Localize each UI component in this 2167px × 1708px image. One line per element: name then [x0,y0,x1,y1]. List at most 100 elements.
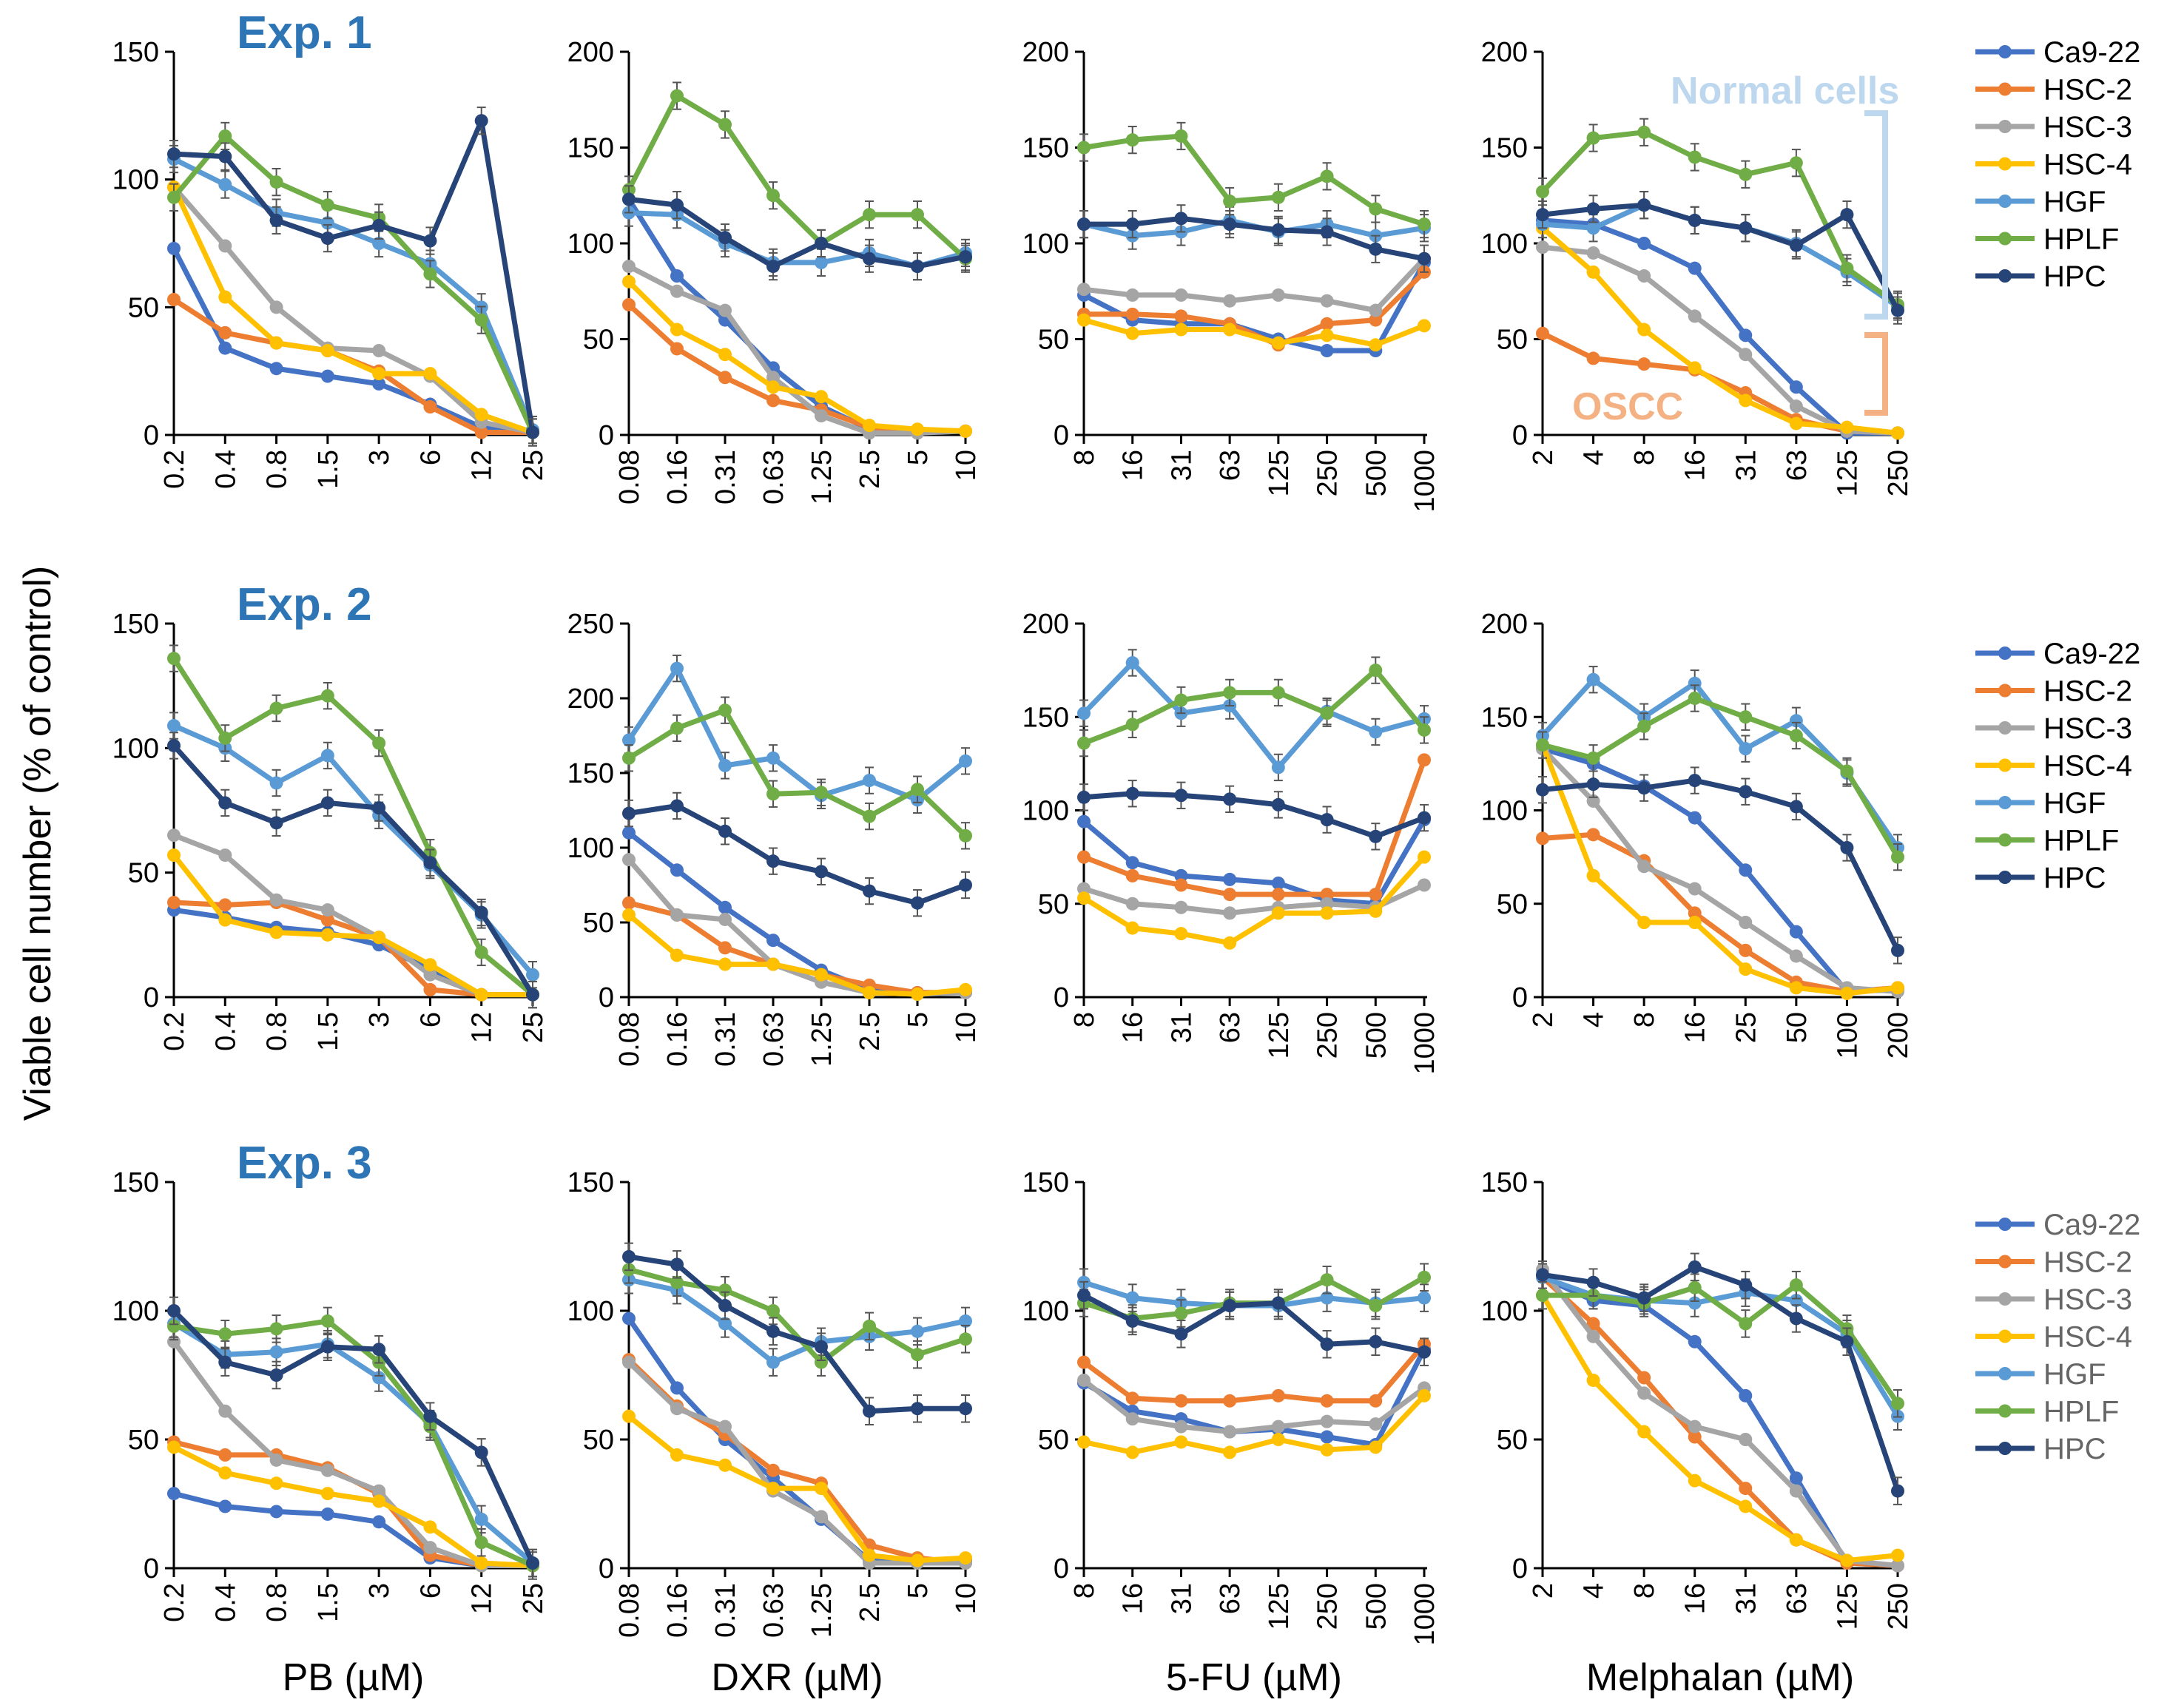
data-point [167,1304,181,1317]
data-point [218,898,232,912]
data-point [372,377,386,391]
series-HPC [1077,1280,1431,1366]
y-tick-label: 0 [599,982,614,1013]
data-point [1891,303,1904,317]
data-point [863,809,876,823]
y-tick-label: 0 [599,1553,614,1584]
y-tick-label: 150 [567,1167,614,1198]
data-point [218,848,232,863]
x-tick-label: 0.2 [159,1012,190,1051]
y-tick-label: 150 [1481,133,1528,164]
data-point [1688,361,1702,375]
data-point [1271,1296,1285,1310]
y-tick-label: 100 [112,1296,159,1327]
data-point [622,806,636,820]
series-Ca9-22 [1077,813,1431,911]
data-point [1536,1268,1549,1282]
data-point [1077,1373,1091,1387]
series-line [1083,257,1426,314]
data-point [423,1409,437,1423]
legend-marker [1998,721,2012,735]
data-point [863,774,876,788]
legend-label: HPC [2043,1433,2106,1465]
data-point [1688,1280,1702,1294]
data-point [718,1299,732,1313]
x-tick-label: 0.2 [159,450,190,489]
series-line [1543,1282,1900,1405]
legend-3: Ca9-22 HSC-2 HSC-3 HSC-4 HGF HPLF HPC [1975,1209,2140,1465]
data-point [622,751,636,765]
data-point [1586,672,1600,686]
data-point [1320,1291,1334,1305]
legend-label: HPC [2043,260,2106,293]
data-point [1369,1440,1383,1454]
data-point [320,903,334,917]
data-point [1418,723,1431,737]
data-point [1077,1435,1091,1449]
data-point [1320,906,1334,920]
data-point [320,1314,334,1328]
data-point [1688,692,1702,705]
y-tick-label: 200 [567,683,614,715]
y-tick-label: 100 [1022,229,1069,260]
data-point [1077,882,1091,896]
data-point [423,968,437,982]
data-point [1369,338,1383,352]
data-point [167,147,181,161]
data-point [1077,141,1091,155]
data-point [218,290,232,304]
data-point [1789,1294,1803,1308]
data-point [320,796,334,810]
y-tick-label: 0 [1054,982,1069,1013]
data-point [959,1402,972,1416]
data-point [622,1249,636,1263]
x-tick-label: 16 [1118,450,1149,481]
data-point [766,934,780,948]
data-point [1174,1394,1188,1408]
data-point [622,192,636,206]
series-HSC-3 [1077,1373,1431,1439]
data-point [423,982,437,996]
series-HSC-4 [622,1409,972,1567]
y-tick-label: 250 [567,609,614,640]
series-line [1540,746,1898,994]
data-point [1739,1278,1753,1292]
x-tick-label: 125 [1264,450,1295,496]
data-point [474,1445,488,1459]
data-point [218,129,232,143]
data-point [1536,831,1549,845]
y-tick-label: 0 [1512,420,1528,451]
data-point [1536,783,1549,797]
series-HPC [167,107,539,447]
data-point [1739,710,1753,724]
x-tick-label: 10 [951,1583,982,1614]
data-point [167,848,181,863]
data-point [1174,309,1188,323]
data-point [766,189,780,203]
series-HSC-3 [1077,252,1431,317]
data-point [622,896,636,910]
data-point [218,325,232,340]
data-point [218,1355,232,1369]
data-point [718,303,732,317]
x-tick-label: 0.16 [662,1583,693,1638]
x-tick-label: 0.4 [210,450,241,489]
legend-marker [1998,1292,2012,1306]
data-point [372,736,386,750]
x-tick-label: 125 [1832,1583,1863,1630]
data-point [372,1494,386,1508]
series-HSC-4 [622,274,972,438]
data-point [269,1476,283,1491]
data-point [911,422,924,436]
x-tick-label: 4 [1579,1012,1610,1027]
y-tick-label: 100 [567,229,614,260]
x-tick-label: 5 [903,450,934,465]
data-point [269,336,283,350]
data-point [269,1322,283,1336]
data-point [320,1463,334,1477]
data-point [269,1368,283,1382]
y-tick-label: 50 [1038,889,1069,920]
data-point [1174,927,1188,941]
panel-3-2: 0 50 100 150 0.08 0.16 0.31 0.63 1.25 2.5 5 10 DXR (… [567,1167,982,1699]
x-tick-label: 250 [1312,1012,1344,1059]
